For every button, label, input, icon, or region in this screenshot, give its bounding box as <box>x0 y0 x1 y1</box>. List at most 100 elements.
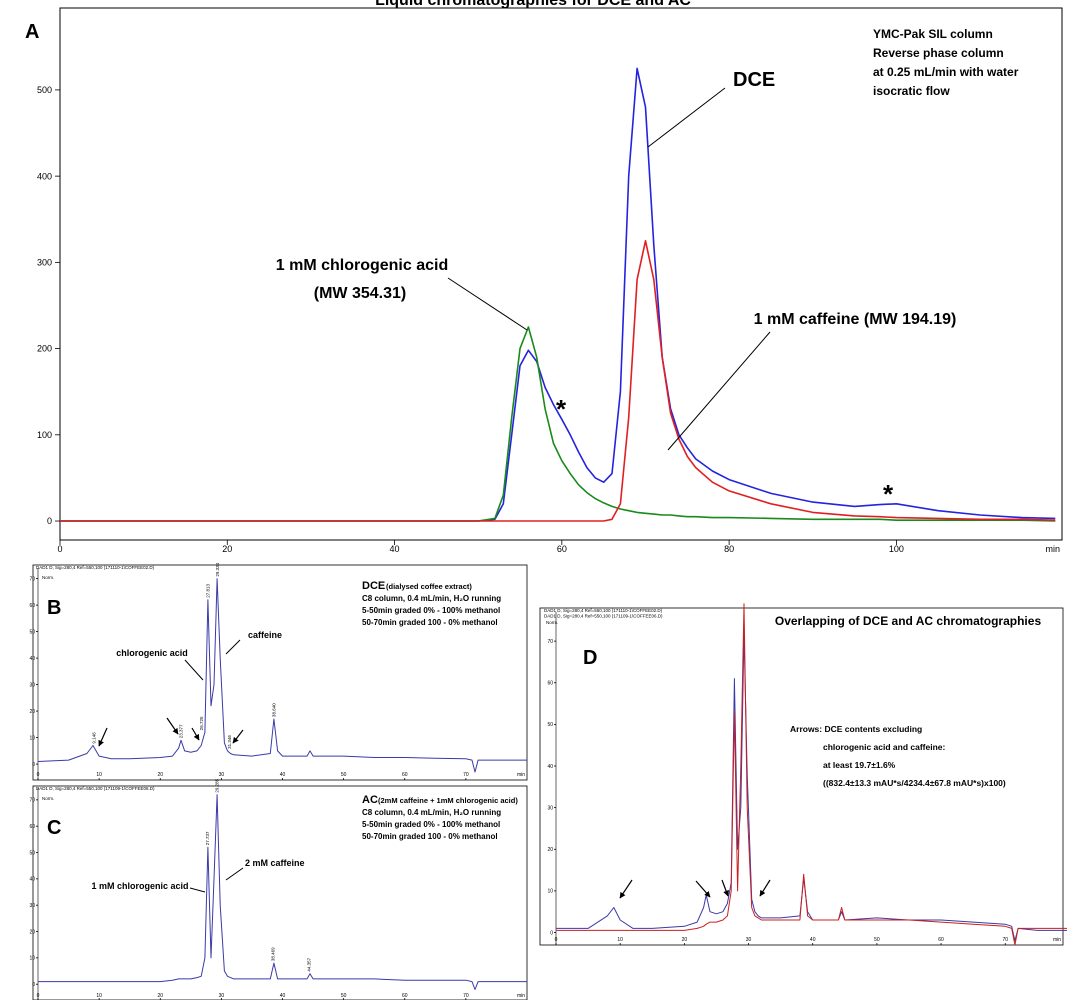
method-info: C8 column, 0.4 mL/min, H₂O running <box>362 808 501 817</box>
annotation: 1 mM caffeine (MW 194.19) <box>754 311 957 328</box>
arrow <box>721 879 729 897</box>
method-info: 5-50min graded 0% - 100% methanol <box>362 606 500 615</box>
y-axis-label: Norm. <box>42 575 54 580</box>
y-tick-label: 400 <box>37 171 52 181</box>
x-unit: min <box>517 993 525 999</box>
panel-title: AC <box>362 794 378 806</box>
y-tick-label: 10 <box>29 956 35 962</box>
x-tick-label: 70 <box>1002 937 1008 943</box>
x-tick-label: 10 <box>617 937 623 943</box>
method-info: C8 column, 0.4 mL/min, H₂O running <box>362 594 501 603</box>
figure-title: Liquid chromatographies for DCE and AC <box>375 0 691 9</box>
x-unit: min <box>1045 544 1060 554</box>
annotation: * <box>556 394 567 424</box>
y-tick-label: 60 <box>547 681 553 687</box>
arrow <box>619 879 633 899</box>
annotation: 1 mM chlorogenic acid <box>91 881 188 891</box>
y-tick-label: 20 <box>547 847 553 853</box>
series-line <box>38 794 527 990</box>
x-tick-label: 60 <box>557 544 567 554</box>
y-tick-label: 10 <box>29 735 35 741</box>
x-tick-label: 70 <box>463 993 469 999</box>
x-tick-label: 30 <box>219 993 225 999</box>
peak-label: 9.146 <box>91 732 96 744</box>
y-tick-label: 300 <box>37 258 52 268</box>
y-tick-label: 70 <box>29 798 35 804</box>
leader-line <box>647 87 726 148</box>
peak-label: 26.725 <box>199 716 204 730</box>
method-info: 50-70min graded 100 - 0% methanol <box>362 618 498 627</box>
y-tick-label: 10 <box>547 889 553 895</box>
x-tick-label: 20 <box>157 772 163 778</box>
peak-label: 29.285 <box>215 778 220 792</box>
method-info: at 0.25 mL/min with water <box>873 65 1019 79</box>
x-tick-label: 70 <box>463 772 469 778</box>
x-tick-label: 100 <box>889 544 904 554</box>
x-tick-label: 40 <box>280 993 286 999</box>
x-tick-label: 30 <box>746 937 752 943</box>
x-tick-label: 60 <box>402 993 408 999</box>
panel-subtitle: (dialysed coffee extract) <box>386 582 472 591</box>
panel-label: B <box>47 597 61 619</box>
panel-frame <box>539 607 1064 946</box>
y-tick-label: 0 <box>32 762 35 768</box>
y-tick-label: 30 <box>29 682 35 688</box>
arrow <box>232 729 244 744</box>
y-tick-label: 30 <box>29 903 35 909</box>
annotation: * <box>883 479 894 509</box>
y-tick-label: 40 <box>29 877 35 883</box>
run-header: DAD1 D, Sig=280,4 Ref=550,100 (171110-1\… <box>36 565 155 570</box>
run-header: DAD1 D, Sig=280,4 Ref=550,100 (171109-1\… <box>36 786 155 791</box>
peak-label: 38.640 <box>272 703 277 717</box>
x-tick-label: 20 <box>222 544 232 554</box>
annotation: ((832.4±13.3 mAU*s/4234.4±67.8 mAU*s)x10… <box>823 778 1006 788</box>
x-tick-label: 60 <box>402 772 408 778</box>
y-tick-label: 100 <box>37 430 52 440</box>
leader-line <box>184 659 204 681</box>
peak-label: 44.357 <box>307 957 312 971</box>
x-tick-label: 60 <box>938 937 944 943</box>
x-tick-label: 80 <box>724 544 734 554</box>
x-tick-label: 40 <box>810 937 816 943</box>
annotation: caffeine <box>248 630 282 640</box>
series-line <box>556 603 1067 946</box>
y-tick-label: 50 <box>29 850 35 856</box>
x-unit: min <box>517 772 525 778</box>
arrow <box>191 727 200 741</box>
panel-frame <box>32 785 528 1000</box>
x-tick-label: 40 <box>280 772 286 778</box>
peak-label: 29.334 <box>215 562 220 576</box>
panel-subtitle: (2mM caffeine + 1mM chlorogenic acid) <box>378 796 518 805</box>
x-tick-label: 50 <box>341 993 347 999</box>
annotation: (MW 354.31) <box>314 285 406 302</box>
series-line <box>37 578 527 773</box>
annotation: Arrows: DCE contents excluding <box>790 724 922 734</box>
annotation: DCE <box>733 69 775 91</box>
method-info: Reverse phase column <box>873 46 1004 60</box>
leader-line <box>225 867 244 881</box>
annotation: at least 19.7±1.6% <box>823 760 896 770</box>
peak-label: 27.813 <box>206 584 211 598</box>
method-info: isocratic flow <box>873 84 950 98</box>
leader-line <box>447 277 528 331</box>
method-info: 5-50min graded 0% - 100% methanol <box>362 820 500 829</box>
x-tick-label: 40 <box>390 544 400 554</box>
annotation: chlorogenic acid <box>116 648 188 658</box>
leader-line <box>189 887 206 893</box>
panel-label: C <box>47 817 61 839</box>
y-tick-label: 500 <box>37 85 52 95</box>
y-tick-label: 0 <box>47 516 52 526</box>
y-tick-label: 60 <box>29 824 35 830</box>
series-line <box>60 326 1056 522</box>
panel-frame <box>32 564 528 781</box>
run-header: DAD1 D, Sig=280,4 Ref=550,100 (171110-1\… <box>544 608 663 613</box>
panel-label: A <box>25 21 39 43</box>
run-header: DAD1 D, Sig=280,4 Ref=550,100 (171109-1\… <box>544 614 663 619</box>
y-tick-label: 0 <box>550 930 553 936</box>
y-tick-label: 70 <box>547 639 553 645</box>
panel-title: DCE <box>362 580 385 592</box>
method-info: YMC-Pak SIL column <box>873 27 993 41</box>
leader-line <box>667 331 771 451</box>
y-tick-label: 0 <box>32 982 35 988</box>
